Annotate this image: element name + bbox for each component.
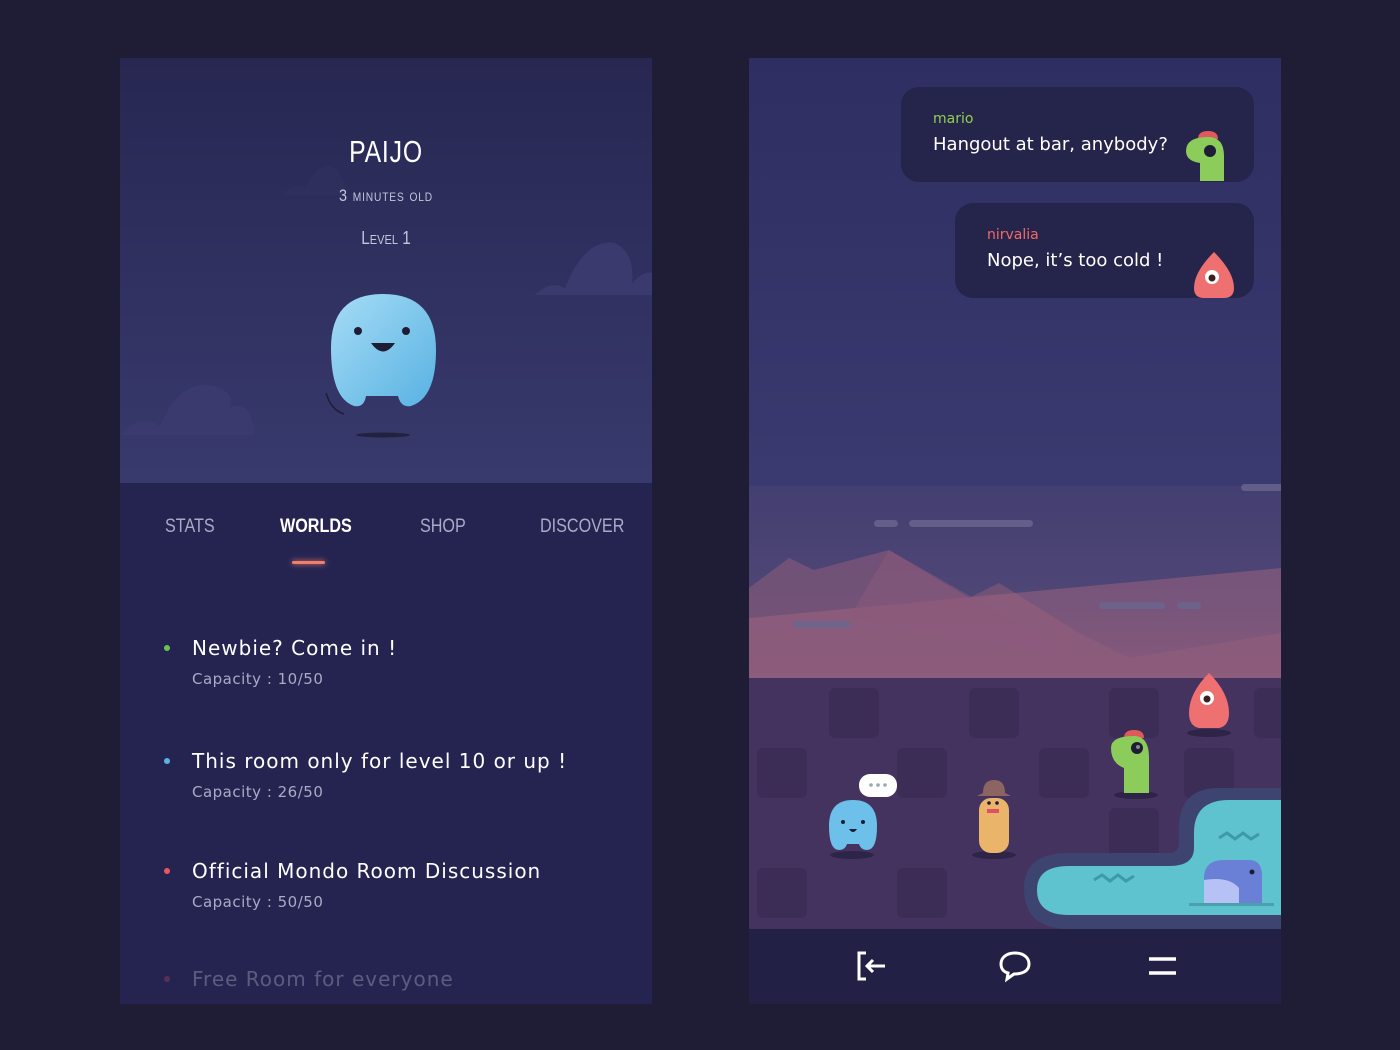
room-capacity: Capacity : 26/50 — [192, 783, 324, 801]
room-item[interactable]: Free Room for everyone — [164, 967, 454, 991]
chat-text: Nope, it’s too cold ! — [987, 250, 1164, 271]
chat-username: mario — [933, 111, 974, 127]
bottom-nav — [749, 929, 1281, 1004]
pet-character — [325, 294, 436, 438]
avatar — [1186, 131, 1224, 181]
pet-name: PAIJO — [349, 134, 423, 169]
active-tab-indicator — [292, 561, 325, 564]
tab-discover[interactable]: DISCOVER — [540, 516, 625, 537]
exit-icon[interactable] — [854, 949, 888, 983]
room-capacity: Capacity : 10/50 — [192, 670, 324, 688]
status-dot — [164, 976, 170, 982]
dino-character — [1111, 730, 1158, 799]
profile-hero: PAIJO 3 minutes old Level 1 — [120, 58, 652, 483]
pet-age: 3 minutes old — [338, 186, 433, 205]
room-capacity: Capacity : 50/50 — [192, 893, 324, 911]
tab-stats[interactable]: STATS — [165, 516, 215, 537]
room-title: Newbie? Come in ! — [192, 636, 398, 660]
avatar — [1194, 252, 1234, 298]
tab-worlds[interactable]: WORLDS — [280, 516, 352, 537]
clouds — [120, 165, 652, 435]
room-title: Free Room for everyone — [192, 967, 454, 991]
status-dot — [164, 645, 170, 651]
tab-shop[interactable]: SHOP — [420, 516, 466, 537]
chat-icon[interactable] — [998, 949, 1032, 983]
chat-message: mario Hangout at bar, anybody? — [901, 87, 1254, 182]
profile-panel: PAIJO 3 minutes old Level 1 STATS WORLDS… — [120, 58, 652, 1004]
pet-level: Level 1 — [361, 228, 411, 248]
status-dot — [164, 868, 170, 874]
chat-text: Hangout at bar, anybody? — [933, 134, 1168, 155]
status-dot — [164, 758, 170, 764]
world-scene — [749, 484, 1281, 929]
menu-icon[interactable] — [1146, 949, 1180, 983]
blue-character — [829, 774, 897, 859]
room-item[interactable]: Official Mondo Room Discussion Capacity … — [164, 859, 542, 911]
chat-message: nirvalia Nope, it’s too cold ! — [955, 203, 1254, 298]
worm-character — [972, 780, 1016, 859]
room-title: Official Mondo Room Discussion — [192, 859, 542, 883]
room-item[interactable]: Newbie? Come in ! Capacity : 10/50 — [164, 636, 398, 688]
room-item[interactable]: This room only for level 10 or up ! Capa… — [164, 749, 568, 801]
whale-character — [1189, 860, 1274, 906]
squid-character — [1187, 673, 1231, 737]
room-title: This room only for level 10 or up ! — [192, 749, 568, 773]
chat-username: nirvalia — [987, 227, 1039, 243]
world-panel: mario Hangout at bar, anybody? nirvalia … — [749, 58, 1281, 1004]
